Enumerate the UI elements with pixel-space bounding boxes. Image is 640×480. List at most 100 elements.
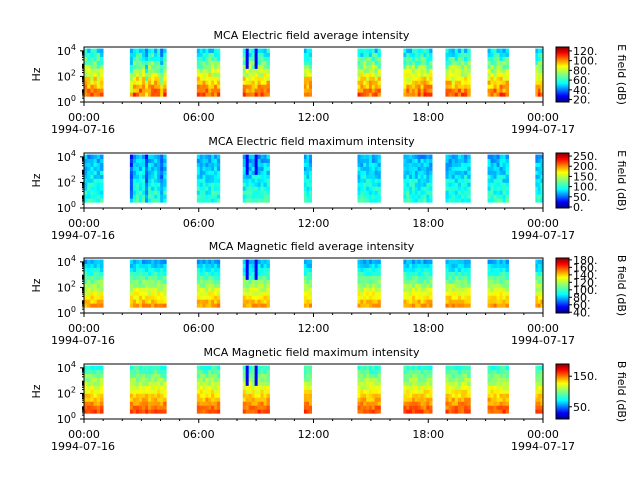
heatmap-cell (87, 72, 91, 77)
heatmap-cell (499, 162, 503, 167)
heatmap-cell (535, 389, 539, 394)
heatmap-cells (84, 365, 544, 414)
heatmap-cell (132, 377, 137, 382)
y-tick-exponent: 0 (71, 411, 76, 420)
heatmap-cell (461, 291, 465, 296)
heatmap-cell (423, 92, 427, 97)
heatmap-cell (467, 275, 471, 280)
heatmap-cell (254, 389, 259, 394)
heatmap-cell (90, 369, 94, 374)
heatmap-cell (260, 60, 264, 65)
heatmap-cell (409, 299, 413, 304)
heatmap-cell (135, 194, 140, 199)
heatmap-cell (464, 279, 468, 284)
y-tick-label: 104 (57, 43, 76, 58)
heatmap-cell (142, 275, 146, 280)
heatmap-cell (366, 166, 370, 171)
heatmap-cell (303, 72, 307, 77)
heatmap-cell (245, 72, 250, 77)
heatmap-cell (248, 64, 253, 69)
heatmap-cell (493, 401, 497, 406)
heatmap-cell (377, 405, 381, 410)
heatmap-cell (540, 369, 544, 374)
heatmap-cell (490, 158, 494, 163)
heatmap-cell (248, 279, 253, 284)
heatmap-cell (377, 186, 381, 191)
heatmap-cell (208, 283, 212, 288)
heatmap-cell (202, 56, 206, 61)
heatmap-cell (96, 80, 101, 85)
heatmap-cell (374, 401, 378, 406)
heatmap-cell (493, 283, 497, 288)
heatmap-cell (490, 377, 494, 382)
heatmap-cell (429, 303, 433, 308)
heatmap-cell (423, 72, 427, 77)
heatmap-cell (363, 381, 367, 386)
heatmap-cell (417, 409, 421, 414)
heatmap-cell (411, 287, 416, 292)
heatmap-cell (132, 154, 137, 159)
heatmap-cell (363, 409, 367, 414)
heatmap-cell (163, 158, 167, 163)
heatmap-cell (420, 198, 424, 203)
heatmap-cell (163, 295, 167, 300)
heatmap-cell (445, 186, 449, 191)
heatmap-cell (499, 295, 503, 300)
heatmap-cell (96, 299, 101, 304)
heatmap-cell (360, 295, 364, 300)
heatmap-cell (160, 381, 164, 386)
heatmap-cell (363, 267, 367, 272)
heatmap-cell (423, 158, 427, 163)
heatmap-cell (160, 365, 164, 370)
heatmap-cell (423, 271, 427, 276)
heatmap-cell (260, 80, 264, 85)
heatmap-cell (429, 283, 433, 288)
heatmap-cell (374, 52, 378, 57)
heatmap-cell (445, 84, 449, 89)
heatmap-cell (251, 267, 256, 272)
heatmap-cell (245, 263, 250, 268)
heatmap-cell (151, 182, 155, 187)
heatmap-cell (309, 174, 312, 179)
heatmap-cell (414, 186, 419, 191)
heatmap-cell (306, 154, 310, 159)
heatmap-cell (199, 56, 203, 61)
heatmap-cell (157, 303, 161, 308)
heatmap-cell (454, 158, 459, 163)
heatmap-cell (138, 369, 143, 374)
heatmap-cell (257, 174, 261, 179)
heatmap-cell (366, 72, 370, 77)
heatmap-cell (535, 76, 539, 81)
heatmap-cell (306, 389, 310, 394)
heatmap-cell (377, 48, 381, 53)
heatmap-cell (309, 373, 312, 378)
colorbar-tick-label: 100. (573, 181, 598, 194)
heatmap-cell (306, 271, 310, 276)
heatmap-cell (502, 369, 506, 374)
heatmap-cell (448, 72, 453, 77)
heatmap-cell (163, 162, 167, 167)
heatmap-cell (129, 60, 134, 65)
heatmap-cell (487, 48, 491, 53)
heatmap-cell (263, 170, 267, 175)
heatmap-cell (129, 385, 134, 390)
heatmap-cell (214, 377, 218, 382)
heatmap-cell (142, 389, 146, 394)
heatmap-cell (199, 194, 203, 199)
heatmap-cell (357, 263, 361, 268)
heatmap-cell (202, 48, 206, 53)
heatmap-cell (211, 385, 215, 390)
heatmap-cell (132, 401, 137, 406)
heatmap-cell (248, 178, 253, 183)
heatmap-cell (366, 283, 370, 288)
colorbar-gradient (555, 363, 570, 420)
heatmap-cell (377, 259, 381, 264)
heatmap-cell (406, 267, 410, 272)
heatmap-cell (135, 158, 140, 163)
heatmap-cell (371, 377, 376, 382)
heatmap-cell (93, 267, 98, 272)
heatmap-cell (157, 170, 161, 175)
heatmap-cell (461, 279, 465, 284)
heatmap-cell (196, 365, 201, 370)
heatmap-cell (366, 56, 370, 61)
